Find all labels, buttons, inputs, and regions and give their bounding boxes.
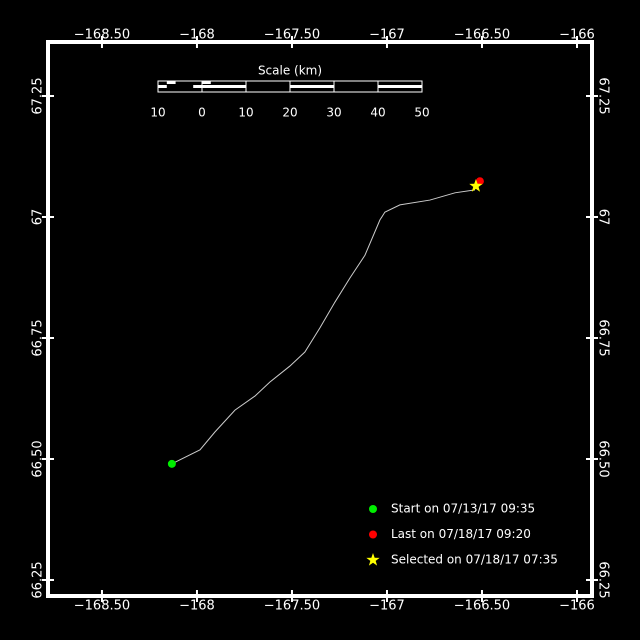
x-tick-label: −167.50: [264, 28, 320, 43]
point-marker: [369, 505, 377, 513]
track: [171, 189, 476, 465]
star-marker: [366, 553, 380, 566]
point-marker: [475, 177, 484, 186]
scale-label: 10: [150, 106, 165, 120]
scale-fill: [193, 85, 202, 88]
y-tick-label: 66.50: [31, 440, 46, 477]
y-tick-label: 67: [596, 209, 611, 226]
scale-title: Scale (km): [258, 64, 322, 78]
frame: [46, 40, 594, 598]
y-tick-label: 66.75: [596, 319, 611, 356]
y-tick-label: 67: [31, 209, 46, 226]
x-tick-label: −166.50: [454, 599, 510, 614]
x-tick-label: −168: [179, 599, 215, 614]
point-marker: [369, 530, 377, 539]
scale-fill: [202, 81, 211, 84]
scale-label: 20: [282, 106, 297, 120]
star-marker: [469, 179, 483, 192]
x-tick-label: −167.50: [264, 599, 320, 614]
scale-fill: [202, 85, 246, 88]
x-tick-label: −168: [179, 28, 215, 43]
scale-label: 50: [414, 106, 429, 120]
x-tick-label: −168.50: [74, 28, 130, 43]
y-tick-label: 67.25: [31, 77, 46, 114]
x-tick-label: −166: [559, 599, 595, 614]
scale-fill: [158, 85, 167, 88]
x-tick-label: −166.50: [454, 28, 510, 43]
y-tick-label: 66.25: [31, 561, 46, 598]
y-tick-label: 66.50: [596, 440, 611, 477]
x-tick-label: −168.50: [74, 599, 130, 614]
legend-label: Start on 07/13/17 09:35: [391, 502, 535, 516]
legend-label: Selected on 07/18/17 07:35: [391, 553, 558, 567]
y-tick-label: 67.25: [596, 77, 611, 114]
scale-fill: [166, 81, 176, 84]
scale-label: 10: [238, 106, 253, 120]
x-tick-label: −167: [369, 599, 405, 614]
x-tick-label: −167: [369, 28, 405, 43]
point-marker: [167, 459, 176, 468]
scale-label: 40: [370, 106, 385, 120]
scale-fill: [290, 85, 334, 88]
scale-fill: [378, 85, 422, 88]
x-tick-label: −166: [559, 28, 595, 43]
y-tick-label: 66.25: [596, 561, 611, 598]
scale-label: 0: [198, 106, 206, 120]
scale-label: 30: [326, 106, 341, 120]
legend-label: Last on 07/18/17 09:20: [391, 527, 531, 541]
y-tick-label: 66.75: [31, 319, 46, 356]
